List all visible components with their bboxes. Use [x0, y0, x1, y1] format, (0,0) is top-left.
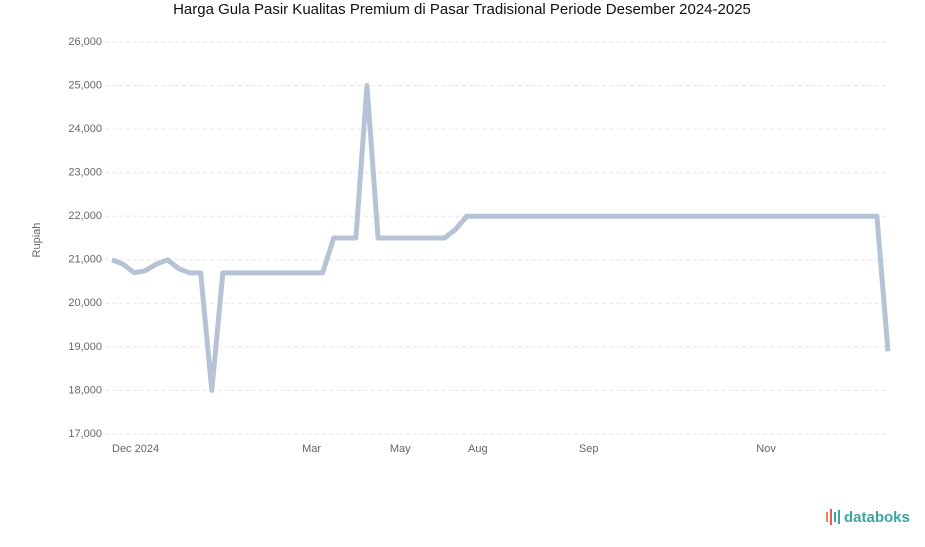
- logo-bar: [826, 512, 828, 522]
- x-tick-label: Dec 2024: [112, 443, 159, 455]
- x-tick-label: Sep: [579, 443, 599, 455]
- y-tick-label: 21,000: [68, 254, 102, 266]
- line: [111, 83, 891, 393]
- logo-bar: [830, 509, 832, 525]
- y-tick-label: 26,000: [68, 36, 102, 48]
- x-tick-label: May: [390, 443, 411, 455]
- x-tick-label: Mar: [302, 443, 321, 455]
- y-tick-label: 19,000: [68, 341, 102, 353]
- y-axis-label: Rupiah: [31, 223, 43, 258]
- logo-bar: [834, 512, 836, 522]
- y-tick-label: 24,000: [68, 123, 102, 135]
- logo-text: databoks: [844, 509, 910, 526]
- y-tick-label: 25,000: [68, 79, 102, 91]
- y-tick-label: 22,000: [68, 210, 102, 222]
- chart-title: Harga Gula Pasir Kualitas Premium di Pas…: [173, 1, 751, 18]
- y-tick-label: 23,000: [68, 167, 102, 179]
- logo-bar: [838, 510, 840, 524]
- y-tick-label: 20,000: [68, 297, 102, 309]
- x-tick-label: Aug: [468, 443, 488, 455]
- logo: databoks: [826, 509, 910, 526]
- y-tick-label: 17,000: [68, 428, 102, 440]
- y-tick-label: 18,000: [68, 384, 102, 396]
- x-tick-label: Nov: [756, 443, 776, 455]
